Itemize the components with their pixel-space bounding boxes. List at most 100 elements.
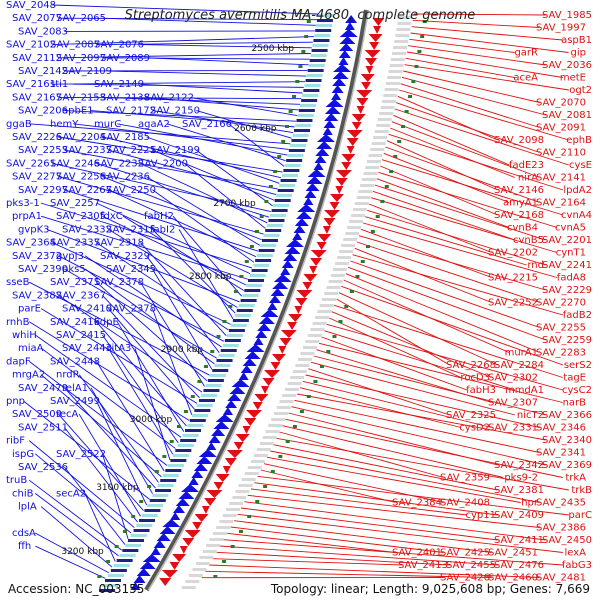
feature-band <box>358 190 373 193</box>
feature-band <box>232 319 249 322</box>
right-gene-label: narB <box>563 398 587 409</box>
reverse-gene-arrow <box>309 266 318 274</box>
left-gene-label: relA1 <box>62 383 88 394</box>
forward-gene-arrow <box>206 442 217 450</box>
right-gene-label: SAV_2381 <box>494 485 544 496</box>
label-connector <box>96 361 165 472</box>
forward-gene-arrow <box>296 211 313 219</box>
left-gene-label: SAV_2256 <box>56 172 106 183</box>
feature-band <box>316 24 333 27</box>
tick-mark <box>380 200 385 203</box>
left-gene-label: SAV_2479 <box>18 383 68 394</box>
right-gene-label: garR <box>514 48 538 59</box>
tick-mark <box>277 155 282 158</box>
kbp-tick-label: 3000 kbp <box>130 415 173 425</box>
label-connector <box>95 400 147 506</box>
label-connector <box>184 163 266 229</box>
left-gene-label: SAV_2390 <box>18 264 68 275</box>
label-connector <box>216 551 450 566</box>
feature-band <box>192 414 209 417</box>
forward-gene-arrow <box>170 512 181 520</box>
label-connector <box>247 494 540 528</box>
label-connector <box>146 96 299 111</box>
label-connector <box>376 178 510 228</box>
reverse-gene-arrow <box>271 354 286 362</box>
label-connector <box>401 76 546 116</box>
forward-gene-arrow <box>142 554 161 562</box>
label-connector <box>388 133 564 191</box>
tick-mark <box>183 410 188 413</box>
reverse-gene-arrow <box>302 282 313 290</box>
left-gene-label: SAV_2065 <box>56 13 106 24</box>
tick-mark <box>131 515 136 518</box>
feature-band <box>195 562 210 565</box>
left-gene-label: SAV_2511 <box>18 422 68 433</box>
feature-band <box>356 196 371 199</box>
label-connector <box>146 136 280 184</box>
tick-mark <box>306 20 311 23</box>
reverse-gene-arrow <box>372 18 385 26</box>
feature-band <box>389 64 404 67</box>
left-gene-label: SAV_2372 <box>12 251 62 262</box>
right-gene-label: fabH3 <box>466 385 496 396</box>
reverse-gene-arrow <box>368 34 383 42</box>
label-connector <box>331 311 492 378</box>
right-gene-label: SAV_2426 <box>440 573 490 584</box>
tick-mark <box>411 80 416 83</box>
forward-gene-arrow <box>238 372 249 380</box>
label-connector <box>40 202 253 269</box>
feature-band <box>218 354 235 357</box>
right-gene-label: SAV_2331 <box>488 423 538 434</box>
reverse-gene-arrow <box>179 546 188 554</box>
feature-band <box>347 226 362 229</box>
feature-band <box>376 124 391 127</box>
left-gene-label: fdxC <box>100 211 123 222</box>
tick-mark <box>176 425 181 428</box>
feature-band <box>271 418 286 421</box>
left-gene-label: SAV_2089 <box>100 53 150 64</box>
reverse-strand-track <box>159 18 385 586</box>
feature-band <box>339 250 354 253</box>
left-gene-label: SAV_2142 <box>18 66 68 77</box>
feature-band <box>160 479 177 482</box>
label-connector <box>90 387 153 494</box>
forward-gene-arrow <box>150 547 161 555</box>
right-gene-label: nicT2 <box>517 410 544 421</box>
forward-gene-arrow <box>273 274 292 282</box>
tick-mark <box>349 290 354 293</box>
right-gene-label: metE <box>560 73 586 84</box>
left-gene-label: SAV_2199 <box>150 145 200 156</box>
feature-band <box>136 524 153 527</box>
forward-gene-arrow <box>229 386 246 394</box>
forward-gene-arrow <box>339 29 358 37</box>
kbp-tick-label: 2900 kbp <box>161 345 204 355</box>
right-gene-label: SAV_2202 <box>488 248 538 259</box>
label-connector <box>267 456 521 503</box>
reverse-gene-arrow <box>161 570 178 578</box>
tick-mark <box>268 185 273 188</box>
tick-mark <box>306 395 311 398</box>
label-connector <box>52 81 305 85</box>
feature-band <box>270 214 287 217</box>
label-connector <box>363 222 558 278</box>
left-gene-label: SAV_2226 <box>12 132 62 143</box>
left-gene-label: SAV_2297 <box>18 185 68 196</box>
feature-band <box>363 172 378 175</box>
reverse-gene-arrow <box>329 194 344 202</box>
left-gene-label: SAV_2167 <box>12 92 62 103</box>
right-gene-label: fadA8 <box>557 273 586 284</box>
forward-gene-arrow <box>178 491 195 499</box>
feature-band <box>393 46 408 49</box>
tick-mark <box>264 200 269 203</box>
feature-band <box>263 234 280 237</box>
forward-gene-arrow <box>213 421 230 429</box>
left-gene-label: agaA2 <box>138 119 170 130</box>
left-gene-label: SAV_2112 <box>12 53 62 64</box>
feature-band <box>262 436 277 439</box>
label-connector <box>28 479 122 551</box>
right-gene-label: SAV_2141 <box>536 173 586 184</box>
label-connector <box>409 38 515 53</box>
right-gene-label: SAV_2481 <box>536 573 586 584</box>
kbp-tick-group: 2500 kbp 2600 kbp 2700 kbp 2800 kbp 2900 kbp… <box>61 20 427 578</box>
right-gene-label: SAV_2476 <box>494 560 544 571</box>
